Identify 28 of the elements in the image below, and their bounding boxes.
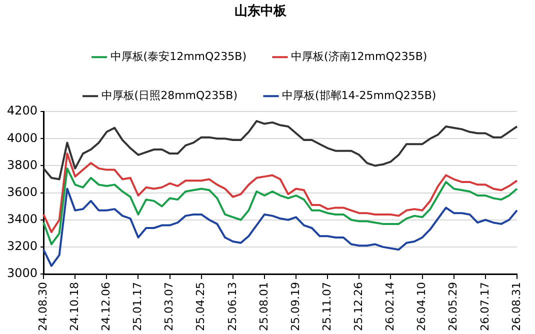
legend-label: 中厚板(日照28mmQ235B): [101, 88, 238, 102]
y-tick-label: 3000: [6, 266, 38, 280]
y-tick-label: 3200: [6, 239, 38, 254]
x-tick-label: 26.04.10: [415, 282, 428, 331]
y-tick-label: 3400: [6, 212, 38, 226]
y-tick-label: 4200: [6, 104, 38, 118]
x-tick-label: 24.08.30: [36, 282, 50, 331]
x-tick-label: 25.04.25: [194, 282, 208, 331]
legend-label: 中厚板(济南12mmQ235B): [291, 50, 428, 63]
x-tick-label: 24.12.06: [100, 282, 113, 331]
x-tick-label: 25.09.19: [288, 282, 302, 331]
y-tick-label: 3800: [6, 158, 38, 172]
x-tick-label: 25.06.13: [226, 282, 239, 331]
y-tick-label: 4000: [6, 130, 38, 145]
x-tick-label: 25.08.01: [257, 282, 270, 331]
x-tick-label: 26.02.14: [384, 282, 397, 331]
chart-title: 山东中板: [234, 3, 288, 20]
x-tick-label: 25.12.26: [352, 282, 366, 331]
legend-label: 中厚板(邯郸14-25mmQ235B): [282, 88, 436, 102]
x-tick-label: 24.10.18: [68, 282, 81, 331]
x-tick-label: 25.03.07: [162, 282, 176, 331]
y-tick-label: 3600: [6, 184, 38, 199]
legend-label: 中厚板(泰安12mmQ235B): [110, 50, 247, 63]
x-tick-label: 25.01.17: [131, 282, 144, 331]
x-tick-label: 25.11.07: [320, 282, 334, 331]
x-tick-label: 26.05.29: [446, 282, 460, 331]
x-tick-label: 26.07.17: [478, 282, 492, 331]
x-tick-label: 26.08.31: [510, 282, 523, 331]
